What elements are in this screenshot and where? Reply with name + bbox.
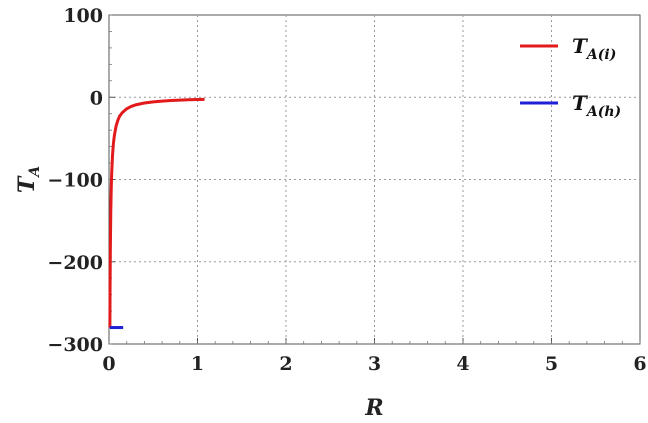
legend: TA(i) TA(h) — [520, 34, 621, 120]
legend-label-1: TA(i) — [572, 34, 616, 63]
x-tick-label: 6 — [633, 353, 646, 375]
grid-lines — [109, 15, 640, 344]
x-axis-ticks: 0 1 2 3 4 5 6 — [102, 338, 647, 375]
series-line-1 — [108, 97, 205, 328]
y-tick-label: −300 — [47, 334, 103, 356]
legend-label-2: TA(h) — [572, 91, 621, 120]
x-axis-label: R — [364, 395, 383, 421]
y-axis-ticks: 100 0 −100 −200 −300 — [47, 5, 115, 356]
series-lines — [108, 97, 205, 330]
y-axis-label-main: T — [14, 175, 40, 193]
y-tick-label: 100 — [63, 5, 103, 27]
y-tick-label: 0 — [90, 87, 103, 109]
y-tick-label: −200 — [47, 252, 103, 274]
x-tick-label: 4 — [456, 353, 469, 375]
y-axis-label: TA — [14, 166, 43, 193]
x-tick-label: 3 — [368, 353, 381, 375]
x-tick-label: 1 — [191, 353, 204, 375]
x-tick-label: 0 — [102, 353, 115, 375]
x-tick-label: 5 — [545, 353, 558, 375]
x-tick-label: 2 — [279, 353, 292, 375]
y-axis-label-sub: A — [27, 166, 43, 179]
y-tick-label: −100 — [47, 170, 103, 192]
